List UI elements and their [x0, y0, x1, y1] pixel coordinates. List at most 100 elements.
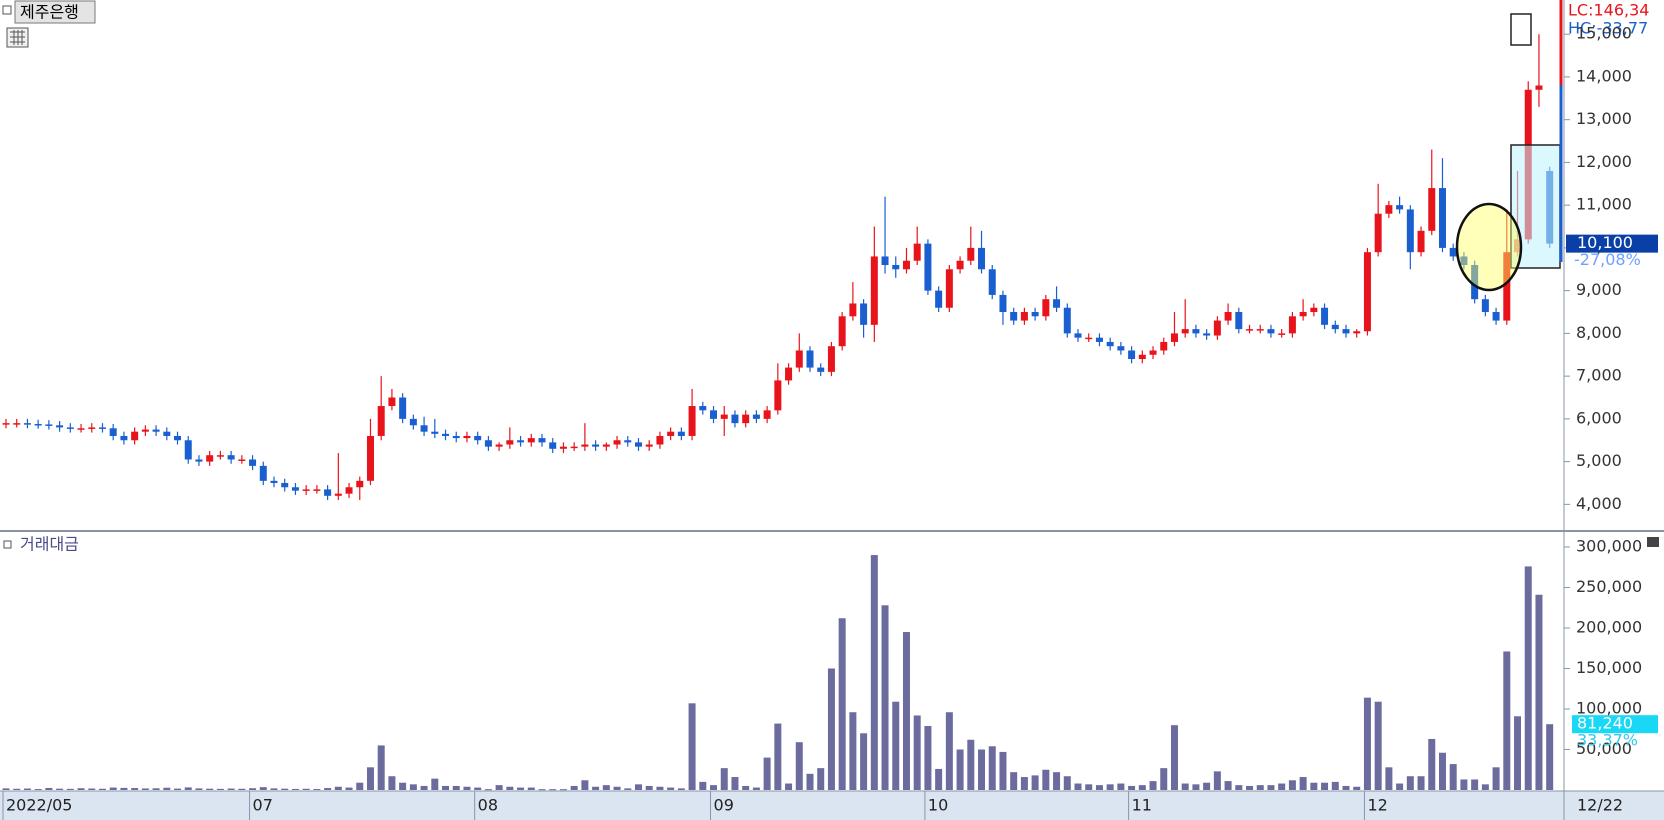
volume-bar	[1074, 783, 1082, 790]
last-value-label: 81,240	[1577, 714, 1633, 733]
candle-body	[967, 247, 975, 261]
y-tick-label: 150,000	[1576, 658, 1642, 677]
volume-bar	[1481, 784, 1489, 790]
volume-bar	[163, 787, 171, 790]
candle-body	[98, 427, 106, 429]
candle-body	[1170, 333, 1178, 342]
volume-bar	[506, 786, 514, 790]
candle-body	[1224, 312, 1232, 321]
volume-bar	[109, 787, 117, 790]
candle-body	[838, 316, 846, 347]
volume-bar	[1246, 785, 1254, 790]
candle-body	[763, 410, 771, 419]
panel-icon[interactable]	[3, 540, 12, 549]
candle-body	[667, 431, 675, 436]
candle-body	[892, 265, 900, 270]
candle-body	[249, 459, 257, 466]
candle-body	[881, 256, 889, 265]
x-tick-label: 07	[253, 796, 273, 815]
chart-title: 제주은행	[20, 3, 79, 22]
candle-body	[13, 423, 21, 425]
candle-body	[2, 423, 10, 425]
candle-body	[860, 303, 868, 325]
volume-title: 거래대금	[20, 535, 79, 554]
volume-bar	[1170, 725, 1178, 790]
volume-bar	[549, 789, 557, 791]
candle-body	[1460, 256, 1468, 265]
y-tick-label: 250,000	[1576, 577, 1642, 596]
volume-bar	[1267, 785, 1275, 790]
volume-bar	[645, 785, 653, 790]
candle-body	[399, 397, 407, 419]
candle-body	[1331, 324, 1339, 330]
candle-body	[1310, 307, 1318, 313]
volume-bar	[1535, 594, 1543, 790]
volume-bar	[945, 712, 953, 790]
volume-bar	[1117, 783, 1125, 790]
volume-bar	[1503, 651, 1511, 790]
candle-body	[1256, 329, 1264, 331]
volume-bar	[120, 787, 128, 790]
candle-body	[313, 489, 321, 491]
close-icon[interactable]	[1647, 537, 1659, 547]
volume-bar	[538, 789, 546, 791]
candle-body	[334, 493, 342, 496]
candle-body	[474, 435, 482, 441]
candle-body	[742, 414, 750, 424]
candle-body	[1363, 252, 1371, 332]
volume-bar	[1310, 782, 1318, 790]
candle-body	[1138, 354, 1146, 360]
candle-body	[1385, 205, 1393, 214]
candle-body	[1492, 312, 1500, 321]
volume-bar	[742, 785, 750, 790]
candle-body	[806, 350, 814, 368]
candle-body	[1192, 329, 1200, 334]
y-tick-label: 100,000	[1576, 698, 1642, 717]
candle-body	[677, 431, 685, 436]
candle-body	[141, 429, 149, 432]
candle-body	[902, 260, 910, 270]
candle-body	[377, 406, 385, 436]
candle-body	[1106, 341, 1114, 347]
candle-body	[1299, 312, 1307, 317]
volume-bar	[774, 723, 782, 790]
volume-bar	[302, 788, 310, 790]
volume-bar	[1085, 784, 1093, 790]
volume-bar	[559, 789, 567, 791]
panel-icon[interactable]	[2, 5, 12, 15]
candle-body	[731, 414, 739, 424]
candle-body	[345, 487, 353, 494]
candle-body	[452, 435, 460, 439]
volume-bar	[827, 668, 835, 790]
volume-bar	[849, 712, 857, 790]
volume-bar	[624, 788, 632, 790]
candle-body	[581, 444, 589, 447]
lc-label: LC:146,34	[1568, 1, 1649, 20]
volume-bar	[334, 786, 342, 790]
candle-body	[602, 444, 610, 447]
candle-body	[1246, 329, 1254, 331]
volume-bar	[817, 768, 825, 790]
candle-body	[174, 435, 182, 441]
volume-bar	[581, 780, 589, 790]
x-tick-label: 12	[1367, 796, 1387, 815]
title-box[interactable]	[14, 0, 96, 24]
volume-bar	[377, 745, 385, 790]
volume-bar	[259, 787, 267, 790]
last-value-box	[1572, 715, 1658, 734]
candle-body	[238, 459, 246, 461]
candle-body	[699, 406, 707, 411]
candle-body	[77, 428, 85, 430]
y-tick-label: 11,000	[1576, 195, 1632, 214]
candle-body	[1160, 341, 1168, 351]
candle-body	[817, 367, 825, 372]
volume-bar	[988, 746, 996, 790]
volume-bar	[1374, 701, 1382, 790]
candle-body	[1117, 346, 1125, 351]
volume-bar	[785, 783, 793, 790]
volume-bar	[56, 788, 64, 790]
volume-bar	[1010, 772, 1018, 790]
volume-bar	[1342, 785, 1350, 790]
volume-bar	[345, 787, 353, 790]
volume-bar	[699, 781, 707, 790]
